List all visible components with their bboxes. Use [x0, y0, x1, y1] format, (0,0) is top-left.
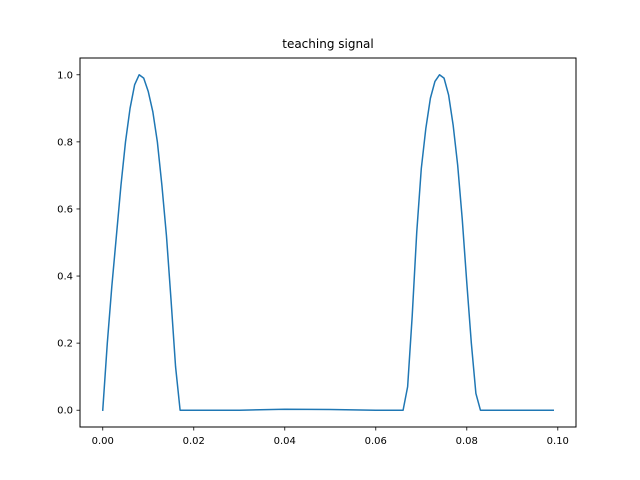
- plot-layer: [101, 74, 554, 412]
- chart-title: teaching signal: [282, 37, 374, 51]
- y-tick-label: 0.6: [57, 204, 73, 215]
- x-axis: 0.00 0.02 0.04 0.06 0.08 0.10: [92, 427, 569, 447]
- series-line-0: [101, 74, 554, 412]
- x-tick-label: 0.06: [365, 436, 387, 447]
- y-tick-label: 0.0: [57, 406, 73, 417]
- axes-frame: [79, 57, 577, 428]
- y-tick-label: 0.2: [57, 339, 73, 350]
- x-tick-label: 0.08: [456, 436, 478, 447]
- y-tick-label: 1.0: [57, 70, 73, 81]
- x-tick-label: 0.00: [92, 436, 114, 447]
- x-tick-label: 0.10: [547, 436, 569, 447]
- y-tick-label: 0.8: [57, 137, 73, 148]
- y-axis: 0.0 0.2 0.4 0.6 0.8 1.0: [57, 70, 80, 417]
- y-tick-label: 0.4: [57, 272, 73, 283]
- x-tick-label: 0.02: [183, 436, 205, 447]
- x-tick-label: 0.04: [274, 436, 296, 447]
